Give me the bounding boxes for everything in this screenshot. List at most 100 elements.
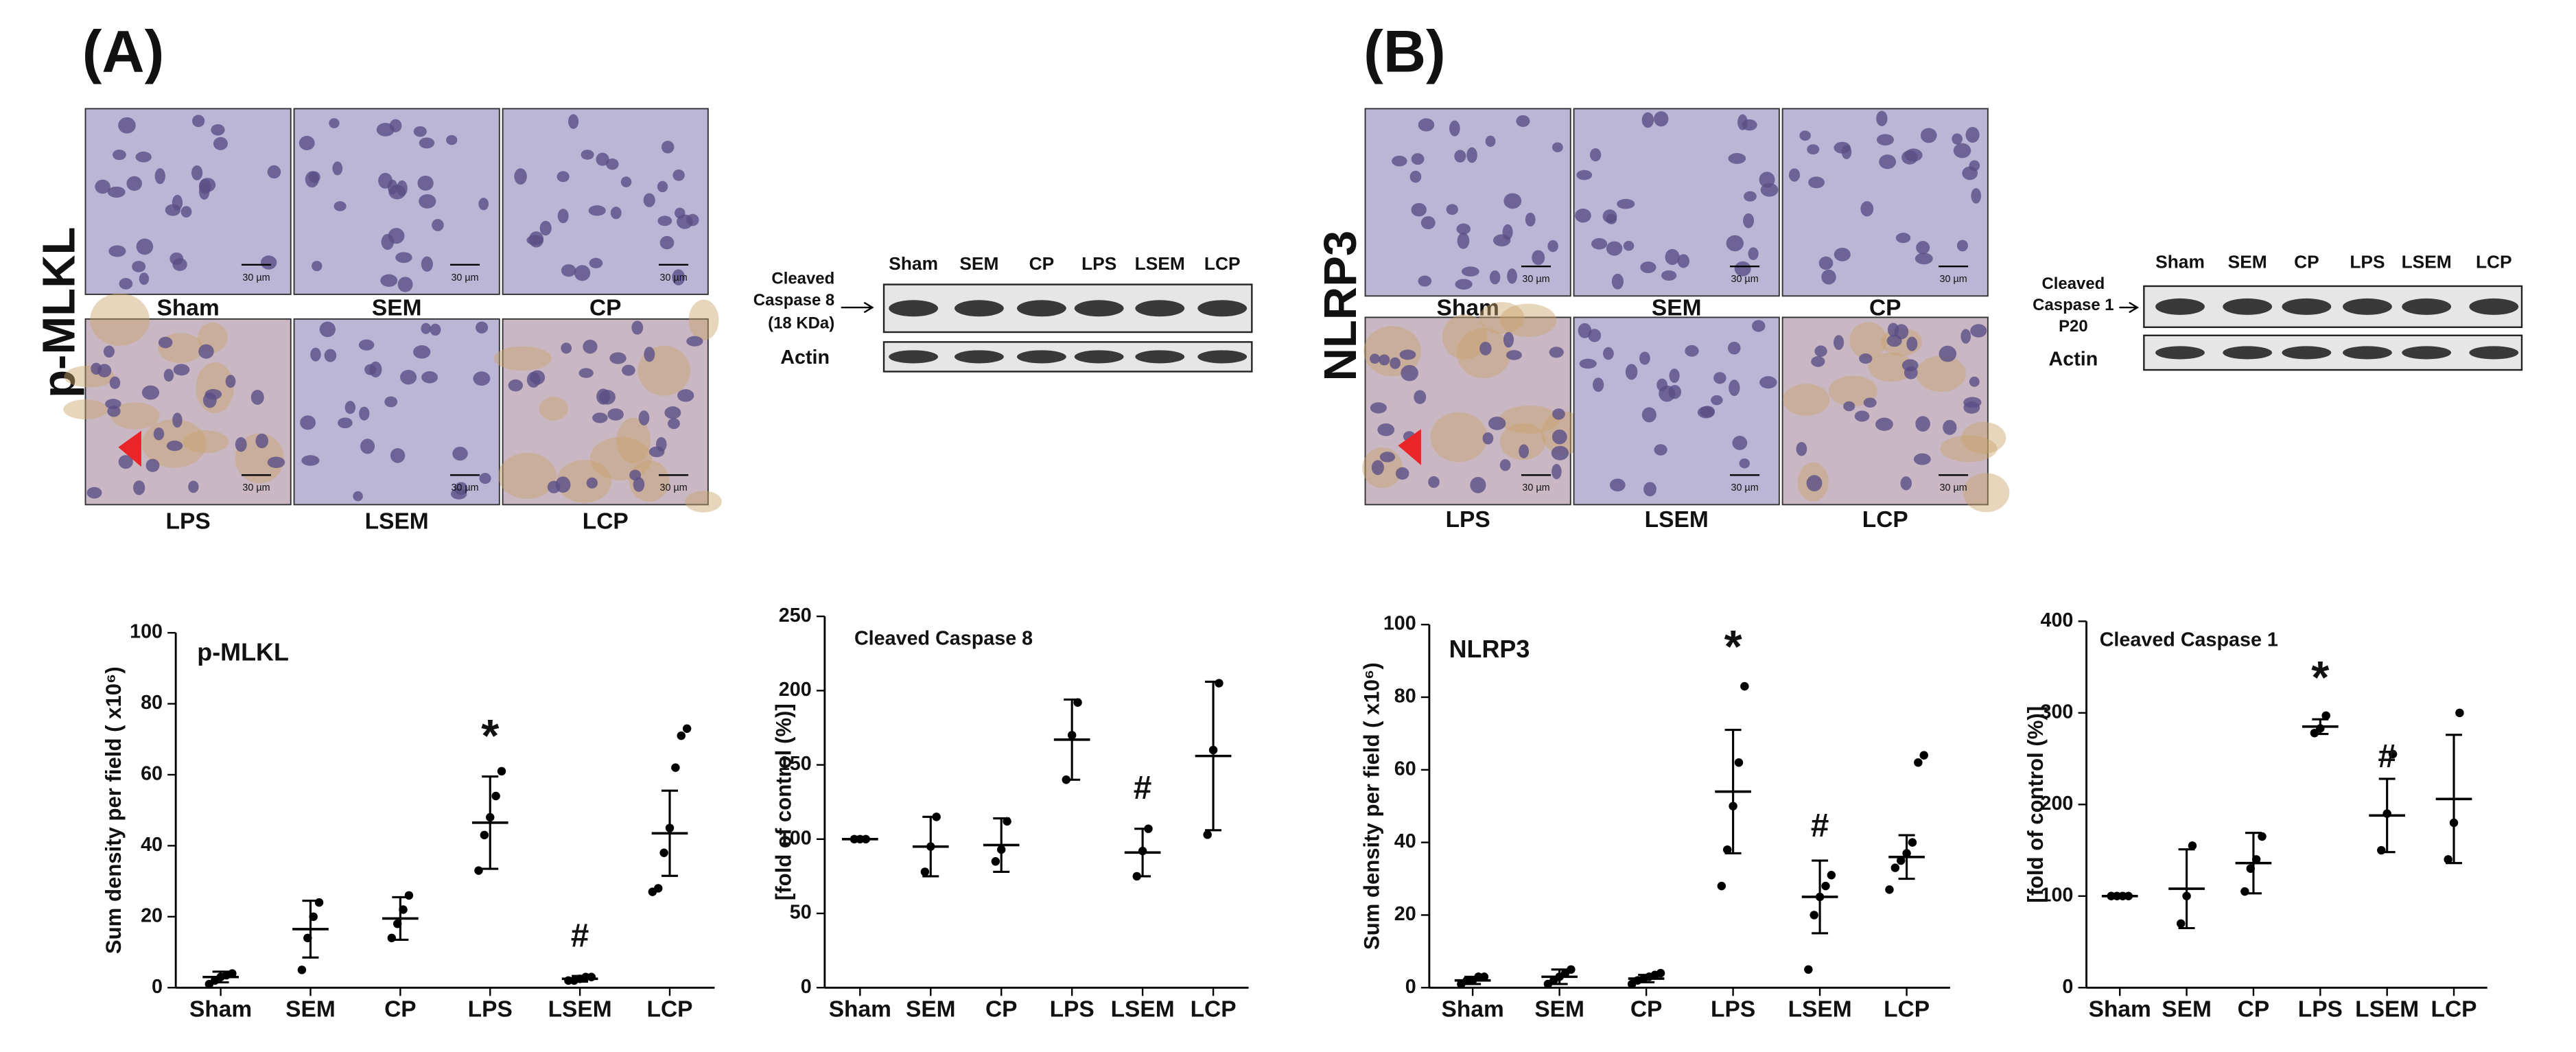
nucleus — [141, 385, 160, 400]
nucleus — [1606, 213, 1617, 224]
nucleus — [153, 427, 165, 441]
nucleus — [586, 477, 598, 489]
x-tick-label: Sham — [829, 997, 891, 1022]
nucleus — [1625, 364, 1638, 380]
micrograph-label: CP — [589, 295, 622, 320]
nucleus — [432, 219, 444, 231]
nucleus — [452, 447, 468, 461]
nucleus — [1611, 273, 1624, 290]
nucleus — [1507, 268, 1517, 284]
nucleus — [332, 161, 343, 176]
nucleus — [478, 198, 489, 211]
nucleus — [188, 480, 199, 493]
nucleus — [213, 137, 229, 150]
nucleus — [108, 245, 126, 257]
nucleus — [677, 389, 694, 402]
nucleus — [1482, 432, 1494, 445]
nucleus — [132, 261, 146, 272]
micrograph-label: LPS — [166, 509, 211, 535]
nucleus — [107, 186, 126, 198]
data-point — [486, 813, 495, 822]
stain-patch — [1479, 302, 1525, 334]
nucleus — [1390, 357, 1401, 369]
nucleus — [1575, 208, 1591, 223]
chart-title: Cleaved Caspase 8 — [854, 627, 1033, 649]
y-tick-label: 80 — [1394, 686, 1416, 708]
nucleus — [1729, 379, 1740, 397]
nucleus — [514, 168, 527, 185]
nucleus — [644, 347, 655, 362]
scale-bar-label: 30 µm — [1940, 482, 1967, 493]
nucleus — [126, 176, 142, 191]
nucleus — [1806, 475, 1823, 492]
data-point — [2124, 891, 2133, 901]
nucleus — [1525, 212, 1536, 227]
micrograph — [293, 108, 500, 295]
nucleus — [191, 165, 203, 180]
nucleus — [172, 258, 187, 271]
micrograph-label: LSEM — [1645, 507, 1709, 533]
nucleus — [1401, 364, 1418, 382]
nucleus — [163, 369, 174, 382]
data-point — [1003, 817, 1011, 826]
nucleus — [1409, 170, 1422, 183]
nucleus — [135, 151, 152, 163]
chart-title: NLRP3 — [1449, 635, 1530, 663]
data-point — [861, 834, 870, 844]
nucleus — [1969, 376, 1980, 387]
nucleus — [659, 235, 675, 250]
nucleus — [1654, 444, 1667, 456]
data-point — [1067, 731, 1077, 740]
data-point — [2377, 845, 2386, 855]
micrograph-label: LCP — [583, 509, 629, 535]
nucleus — [1603, 347, 1614, 360]
nucleus — [1916, 241, 1930, 255]
micrograph-label: CP — [1869, 295, 1901, 320]
nucleus — [419, 137, 435, 149]
nucleus — [113, 149, 126, 161]
nucleus — [267, 165, 281, 179]
nucleus — [390, 447, 406, 463]
x-tick-label: CP — [1630, 997, 1663, 1022]
nucleus — [1411, 202, 1427, 217]
data-point — [1902, 849, 1911, 858]
data-point — [1821, 881, 1830, 891]
stain-patch — [539, 397, 568, 421]
nucleus — [1956, 239, 1968, 252]
nucleus — [1669, 369, 1680, 383]
chart-title: p-MLKL — [197, 638, 289, 666]
scale-bar-label: 30 µm — [242, 272, 270, 283]
nucleus — [1727, 341, 1741, 355]
nucleus — [166, 441, 183, 452]
stain-patch — [493, 346, 552, 371]
nucleus — [581, 150, 594, 160]
stain-patch — [1442, 314, 1488, 360]
nucleus — [1418, 275, 1432, 287]
nucleus — [1552, 464, 1562, 480]
data-point — [1827, 871, 1836, 880]
nucleus — [198, 344, 214, 359]
nucleus — [413, 126, 427, 137]
nucleus — [400, 369, 417, 385]
nucleus — [118, 455, 133, 469]
nucleus — [1818, 256, 1834, 270]
nucleus — [1454, 150, 1466, 163]
nucleus — [1379, 452, 1396, 463]
y-tick-label: 100 — [779, 827, 812, 849]
data-point — [677, 731, 686, 740]
nucleus — [606, 158, 619, 170]
nucleus — [211, 124, 225, 136]
nucleus — [380, 274, 398, 288]
nucleus — [136, 238, 154, 255]
band — [2402, 346, 2452, 360]
nucleus — [119, 278, 133, 290]
stain-patch — [110, 402, 160, 430]
nucleus — [1516, 115, 1530, 128]
x-tick-label: LCP — [647, 997, 693, 1022]
nucleus — [192, 115, 205, 128]
nucleus — [631, 320, 644, 335]
data-point — [1215, 679, 1223, 688]
data-point — [1144, 824, 1153, 833]
nucleus — [1370, 402, 1387, 414]
lane-label: CP — [1029, 253, 1055, 274]
